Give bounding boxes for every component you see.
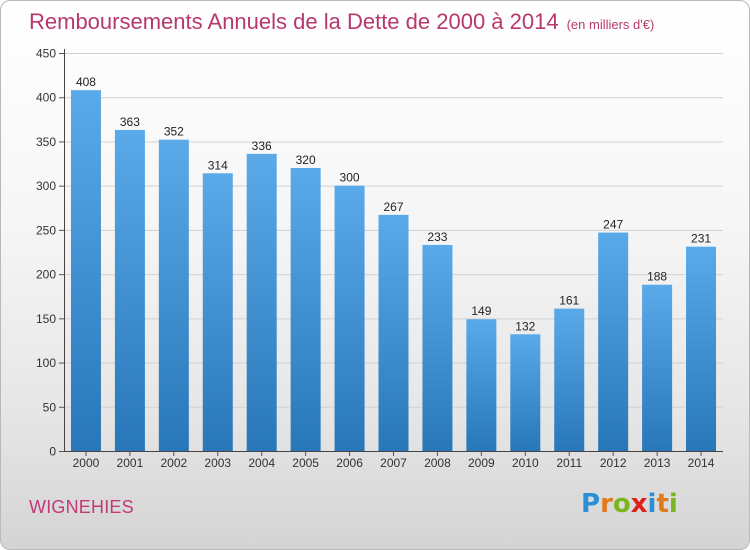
bar-value-label: 314 <box>208 158 228 172</box>
bar <box>422 244 453 451</box>
bar <box>642 284 673 451</box>
bar-value-label: 132 <box>515 319 535 333</box>
x-tick-label: 2000 <box>73 456 100 470</box>
logo-letter: x <box>630 489 648 519</box>
y-tick-label: 300 <box>36 179 56 193</box>
logo-letter: r <box>600 489 613 519</box>
axes: 0 50 100 150 200 250 300 350 400 450 2000 2001 2002 2… <box>36 47 723 470</box>
y-tick-label: 400 <box>36 91 56 105</box>
x-tick-label: 2002 <box>160 456 187 470</box>
bar <box>598 232 629 451</box>
y-tick-label: 50 <box>43 400 57 414</box>
logo-letter: t <box>656 489 669 519</box>
logo-letter: i <box>668 489 678 519</box>
bar-value-label: 247 <box>603 218 623 232</box>
logo-letter: o <box>612 489 631 519</box>
bar <box>554 308 585 451</box>
bar-value-label: 267 <box>383 200 403 214</box>
y-tick-label: 450 <box>36 47 56 61</box>
bar-value-label: 188 <box>647 270 667 284</box>
bar-value-label: 161 <box>559 294 579 308</box>
y-tick-label: 250 <box>36 223 56 237</box>
chart-title-text: Remboursements Annuels de la Dette de 20… <box>29 9 559 34</box>
bar-value-label: 320 <box>296 153 316 167</box>
chart-title: Remboursements Annuels de la Dette de 20… <box>29 9 654 35</box>
bar-value-label: 231 <box>691 232 711 246</box>
x-tick-label: 2001 <box>117 456 144 470</box>
x-tick-label: 2011 <box>556 456 582 470</box>
bar <box>510 334 541 451</box>
bar <box>290 167 321 451</box>
logo-letter: P <box>581 489 601 519</box>
bar-value-label: 336 <box>252 139 272 153</box>
data-labels: 408 363 352 314 336 320 300 267 233 149 132 161 247 1… <box>76 75 711 333</box>
bar-value-label: 363 <box>120 115 140 129</box>
x-tick-label: 2014 <box>688 456 715 470</box>
y-tick-label: 200 <box>36 268 56 282</box>
bar <box>246 153 277 451</box>
y-tick-label: 150 <box>36 312 56 326</box>
bar <box>378 214 409 451</box>
bar <box>466 319 497 451</box>
y-tick-label: 0 <box>49 445 56 459</box>
x-tick-label: 2012 <box>600 456 627 470</box>
bar-value-label: 300 <box>340 171 360 185</box>
bar <box>202 173 233 452</box>
bar <box>114 129 145 452</box>
x-tick-label: 2013 <box>644 456 671 470</box>
bar <box>158 139 189 452</box>
bar <box>686 246 717 451</box>
x-tick-label: 2003 <box>204 456 231 470</box>
x-tick-label: 2010 <box>512 456 539 470</box>
x-tick-label: 2004 <box>248 456 275 470</box>
bar-value-label: 149 <box>471 304 491 318</box>
bar-value-label: 408 <box>76 75 96 89</box>
y-tick-label: 100 <box>36 356 56 370</box>
bar <box>334 185 365 451</box>
x-tick-label: 2008 <box>424 456 451 470</box>
bars <box>70 90 717 452</box>
bar <box>70 90 101 451</box>
x-tick-label: 2009 <box>468 456 495 470</box>
y-tick-label: 350 <box>36 135 56 149</box>
chart-subtitle: (en milliers d'€) <box>566 17 655 32</box>
bar-value-label: 233 <box>427 230 447 244</box>
proxiti-logo: Proxiti <box>581 489 678 519</box>
x-tick-label: 2006 <box>336 456 363 470</box>
place-name: WIGNEHIES <box>29 497 134 517</box>
logo-letter: i <box>647 489 657 519</box>
x-tick-label: 2005 <box>292 456 319 470</box>
x-tick-label: 2007 <box>380 456 407 470</box>
bar-value-label: 352 <box>164 125 184 139</box>
